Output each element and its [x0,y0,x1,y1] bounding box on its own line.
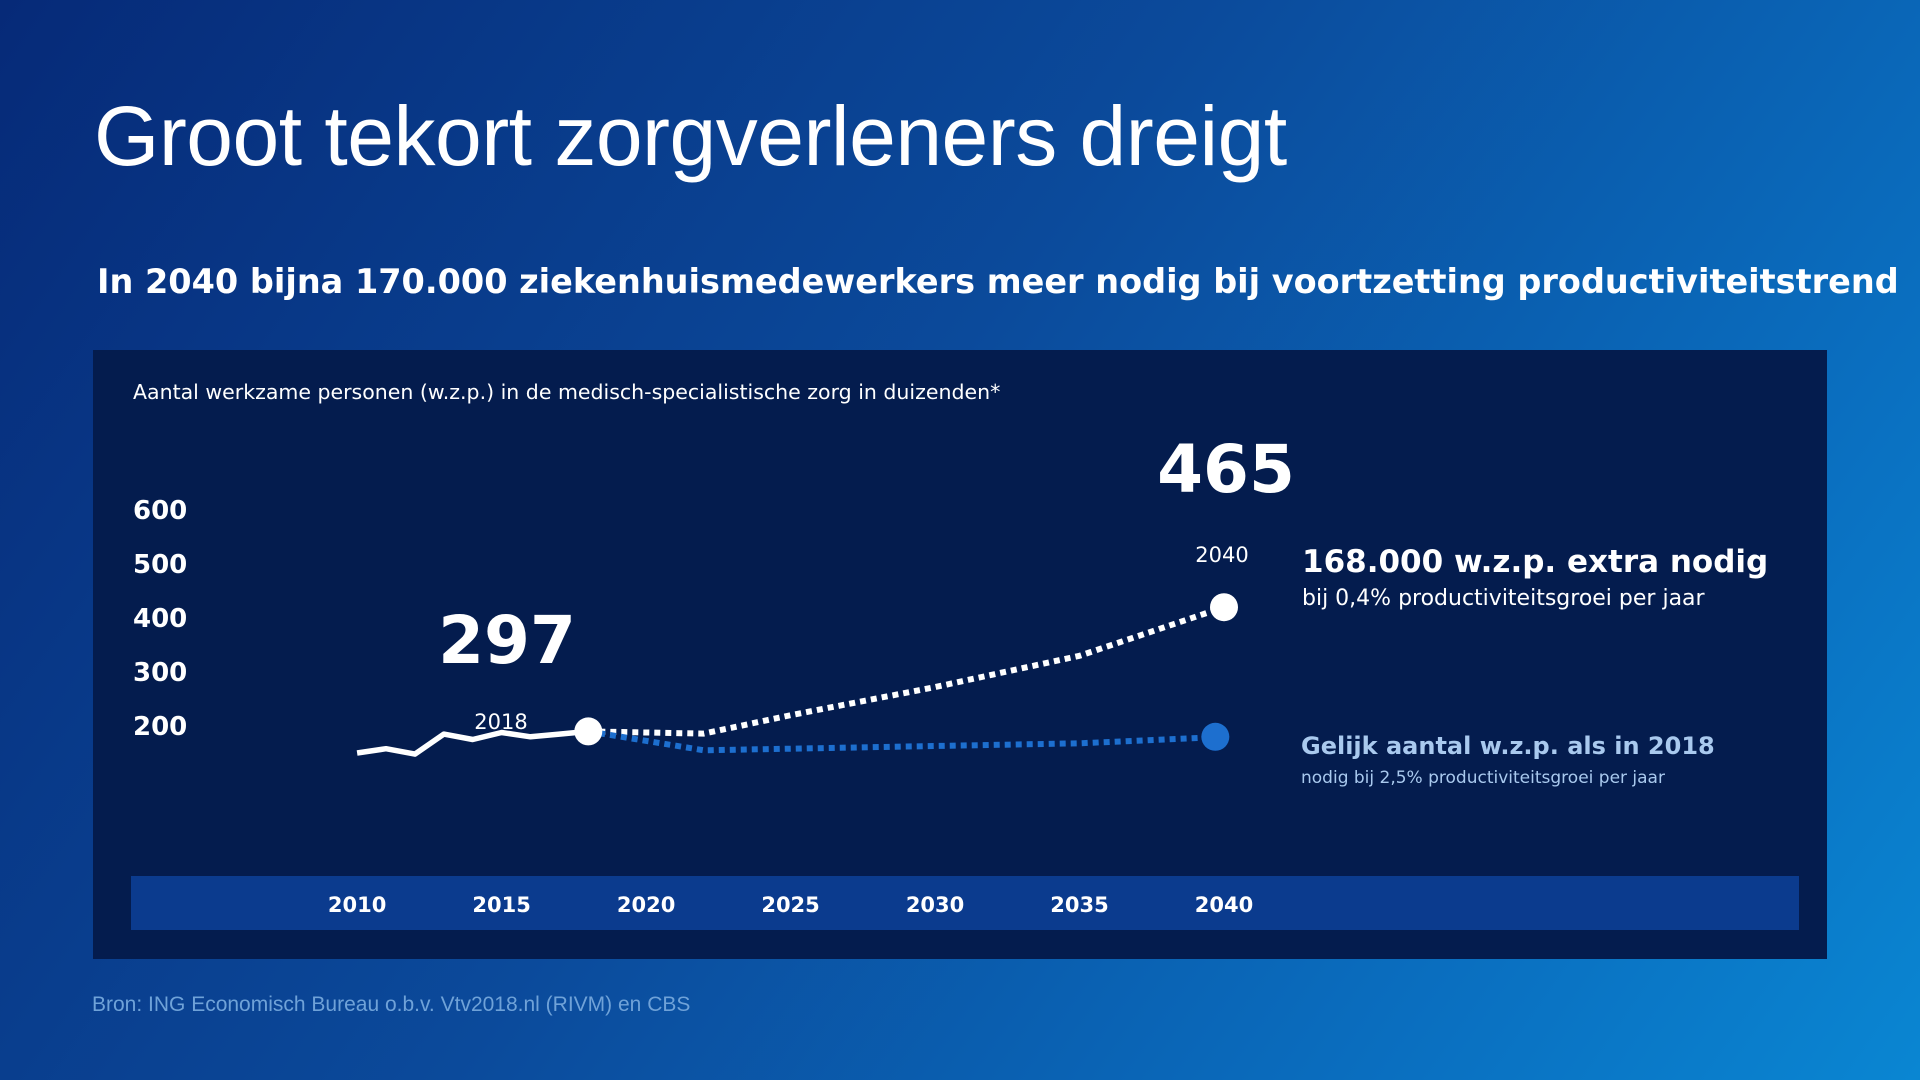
callout-year-2040: 2040 [1195,543,1248,567]
y-tick-label: 500 [133,550,187,580]
x-tick-label: 2030 [906,893,964,917]
marker-2018 [574,717,603,746]
x-tick-label: 2020 [617,893,675,917]
series-line-scenario-high [588,604,1225,737]
annotation-high-subtitle: bij 0,4% productiviteitsgroei per jaar [1302,586,1706,611]
marker-2040-low [1201,722,1230,751]
y-tick-label: 300 [133,658,187,688]
callout-year-2018: 2018 [474,710,527,734]
page-title: Groot tekort zorgverleners dreigt [94,89,1287,183]
source-note: Bron: ING Economisch Bureau o.b.v. Vtv20… [92,993,691,1016]
annotation-low-subtitle: nodig bij 2,5% productiviteitsgroei per … [1301,768,1665,788]
x-tick-label: 2040 [1195,893,1253,917]
line-chart: 600 500 400 300 200 2010 2015 2020 2025 2030 2035 2… [131,431,1799,930]
page-subtitle: In 2040 bijna 170.000 ziekenhuismedewerk… [97,262,1899,301]
annotation-low-title: Gelijk aantal w.z.p. als in 2018 [1301,732,1715,760]
series-line-scenario-low [587,728,1225,754]
chart-title: Aantal werkzame personen (w.z.p.) in de … [133,380,1001,404]
x-tick-label: 2010 [328,893,386,917]
callout-value-2040: 465 [1157,431,1295,508]
x-tick-label: 2025 [761,893,819,917]
callout-value-2018: 297 [438,602,576,679]
marker-2040-high [1210,593,1238,622]
y-tick-label: 600 [133,496,187,526]
annotation-high-title: 168.000 w.z.p. extra nodig [1302,544,1768,580]
x-tick-label: 2015 [472,893,530,917]
series-line-historical [356,728,589,757]
x-tick-label: 2035 [1050,893,1108,917]
chart-panel: Aantal werkzame personen (w.z.p.) in de … [93,350,1827,959]
x-axis-band [131,876,1799,930]
y-tick-label: 200 [133,712,187,742]
y-tick-label: 400 [133,604,187,634]
